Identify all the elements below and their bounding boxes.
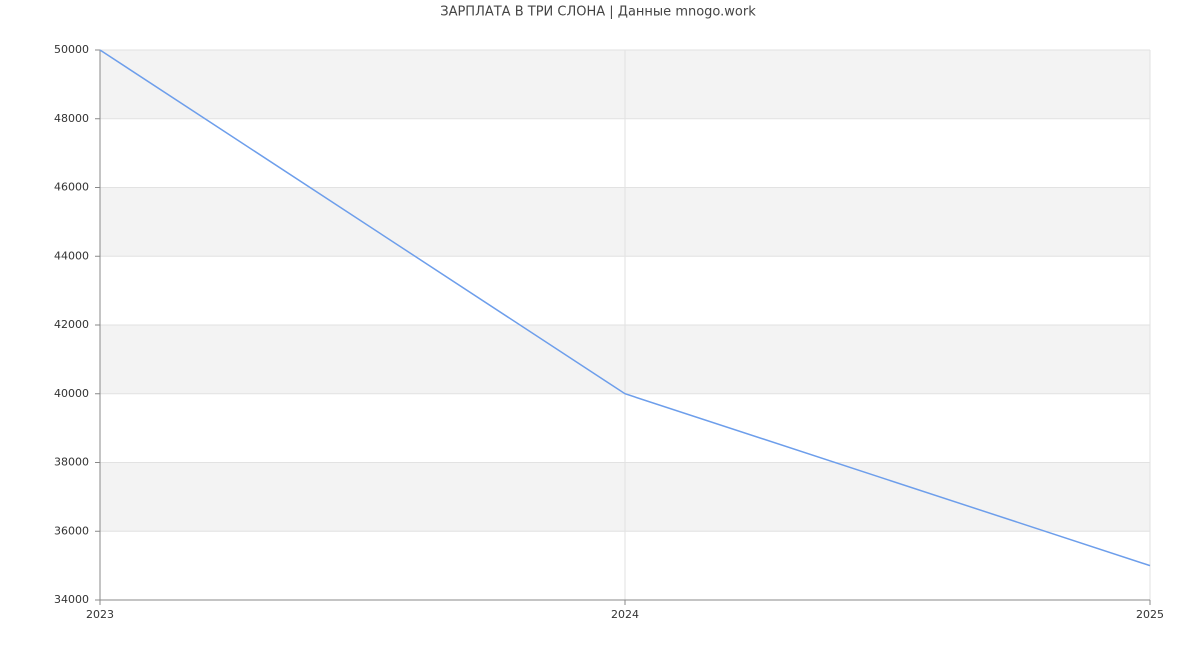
y-tick-label: 36000: [54, 524, 89, 537]
series-line: [99, 49, 1151, 567]
y-tick-label: 48000: [54, 112, 89, 125]
y-tick-label: 46000: [54, 181, 89, 194]
x-tick-label: 2025: [1136, 608, 1164, 621]
x-tick-label: 2023: [86, 608, 114, 621]
y-tick-label: 38000: [54, 456, 89, 469]
y-tick-label: 50000: [54, 43, 89, 56]
x-tick-label: 2024: [611, 608, 639, 621]
chart-title: ЗАРПЛАТА В ТРИ СЛОНА | Данные mnogo.work: [440, 5, 756, 20]
y-tick-label: 34000: [54, 593, 89, 606]
y-tick-label: 42000: [54, 318, 89, 331]
y-tick-label: 40000: [54, 387, 89, 400]
y-tick-label: 44000: [54, 249, 89, 262]
